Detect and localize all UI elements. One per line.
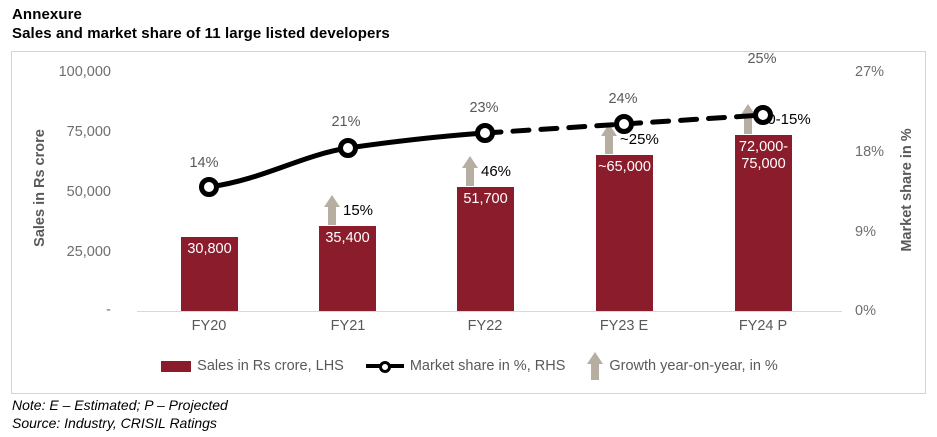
legend-item-growth[interactable]: Growth year-on-year, in % [587, 352, 778, 380]
bar-fy23e[interactable]: ~65,000 [596, 155, 653, 311]
bar-value-fy22: 51,700 [463, 191, 508, 207]
bar-swatch-icon [161, 360, 192, 372]
footnote-source: Source: Industry, CRISIL Ratings [12, 415, 217, 431]
growth-arrow-icon [740, 104, 756, 134]
share-label-fy22: 23% [469, 100, 499, 116]
growth-annotation-fy22: 46% [462, 156, 511, 186]
legend-label-growth: Growth year-on-year, in % [609, 358, 778, 374]
bar-value-fy23e: ~65,000 [598, 159, 651, 175]
y-tick-right-27: 27% [855, 64, 885, 80]
y-tick-left-75000: 75,000 [66, 124, 111, 140]
x-label-fy23e: FY23 E [599, 318, 649, 334]
y-axis-left-title: Sales in Rs crore [32, 129, 48, 247]
growth-label-fy24p: 10-15% [759, 110, 811, 128]
legend-label-market-share: Market share in %, RHS [409, 358, 566, 374]
growth-label-fy21: 15% [343, 201, 374, 219]
growth-arrow-icon [462, 156, 478, 186]
plot-area: Sales in Rs crore Market share in % 100,… [12, 51, 927, 395]
share-label-fy20: 14% [189, 155, 219, 171]
x-label-fy22: FY22 [467, 318, 503, 334]
bar-value-fy21: 35,400 [325, 230, 370, 246]
chart-frame: Sales in Rs crore Market share in % 100,… [11, 51, 926, 394]
legend-item-sales[interactable]: Sales in Rs crore, LHS [161, 358, 344, 374]
growth-arrow-icon [324, 195, 340, 225]
bar-fy21[interactable]: 35,400 [319, 226, 376, 311]
page-title: Annexure [12, 6, 82, 23]
growth-arrow-icon [587, 352, 604, 380]
x-label-fy24p: FY24 P [738, 318, 788, 334]
bar-fy20[interactable]: 30,800 [181, 237, 238, 311]
x-label-fy20: FY20 [191, 318, 227, 334]
footnote-note: Note: E – Estimated; P – Projected [12, 397, 228, 413]
bar-value-fy20: 30,800 [187, 241, 232, 257]
growth-annotation-fy23e: ~25% [601, 124, 659, 154]
page-subtitle: Sales and market share of 11 large liste… [12, 25, 390, 42]
y-tick-left-50000: 50,000 [66, 184, 111, 200]
y-tick-right-9: 9% [855, 224, 876, 240]
y-axis-right-title: Market share in % [899, 128, 915, 252]
bar-value-fy24p: 72,000- 75,000 [738, 139, 789, 172]
y-tick-left-zero: - [106, 302, 111, 318]
y-tick-left-25000: 25,000 [66, 244, 111, 260]
y-tick-right-18: 18% [855, 144, 885, 160]
x-axis-line [137, 311, 842, 312]
x-label-fy21: FY21 [330, 318, 366, 334]
y-tick-right-0: 0% [855, 303, 876, 319]
y-tick-left-100000: 100,000 [58, 64, 111, 80]
line-marker-icon [365, 359, 404, 373]
legend-label-sales: Sales in Rs crore, LHS [197, 358, 344, 374]
share-label-fy24p: 25% [747, 51, 777, 67]
legend-item-market-share[interactable]: Market share in %, RHS [365, 358, 566, 374]
chart-legend: Sales in Rs crore, LHS Market share in %… [12, 352, 927, 380]
bar-fy22[interactable]: 51,700 [457, 187, 514, 311]
growth-label-fy22: 46% [481, 162, 512, 180]
bar-fy24p[interactable]: 72,000- 75,000 [735, 135, 792, 311]
share-label-fy23e: 24% [608, 91, 638, 107]
growth-annotation-fy21: 15% [324, 195, 373, 225]
growth-annotation-fy24p: 10-15% [740, 104, 811, 134]
growth-arrow-icon [601, 124, 617, 154]
share-label-fy21: 21% [331, 114, 361, 130]
growth-label-fy23e: ~25% [620, 130, 659, 148]
